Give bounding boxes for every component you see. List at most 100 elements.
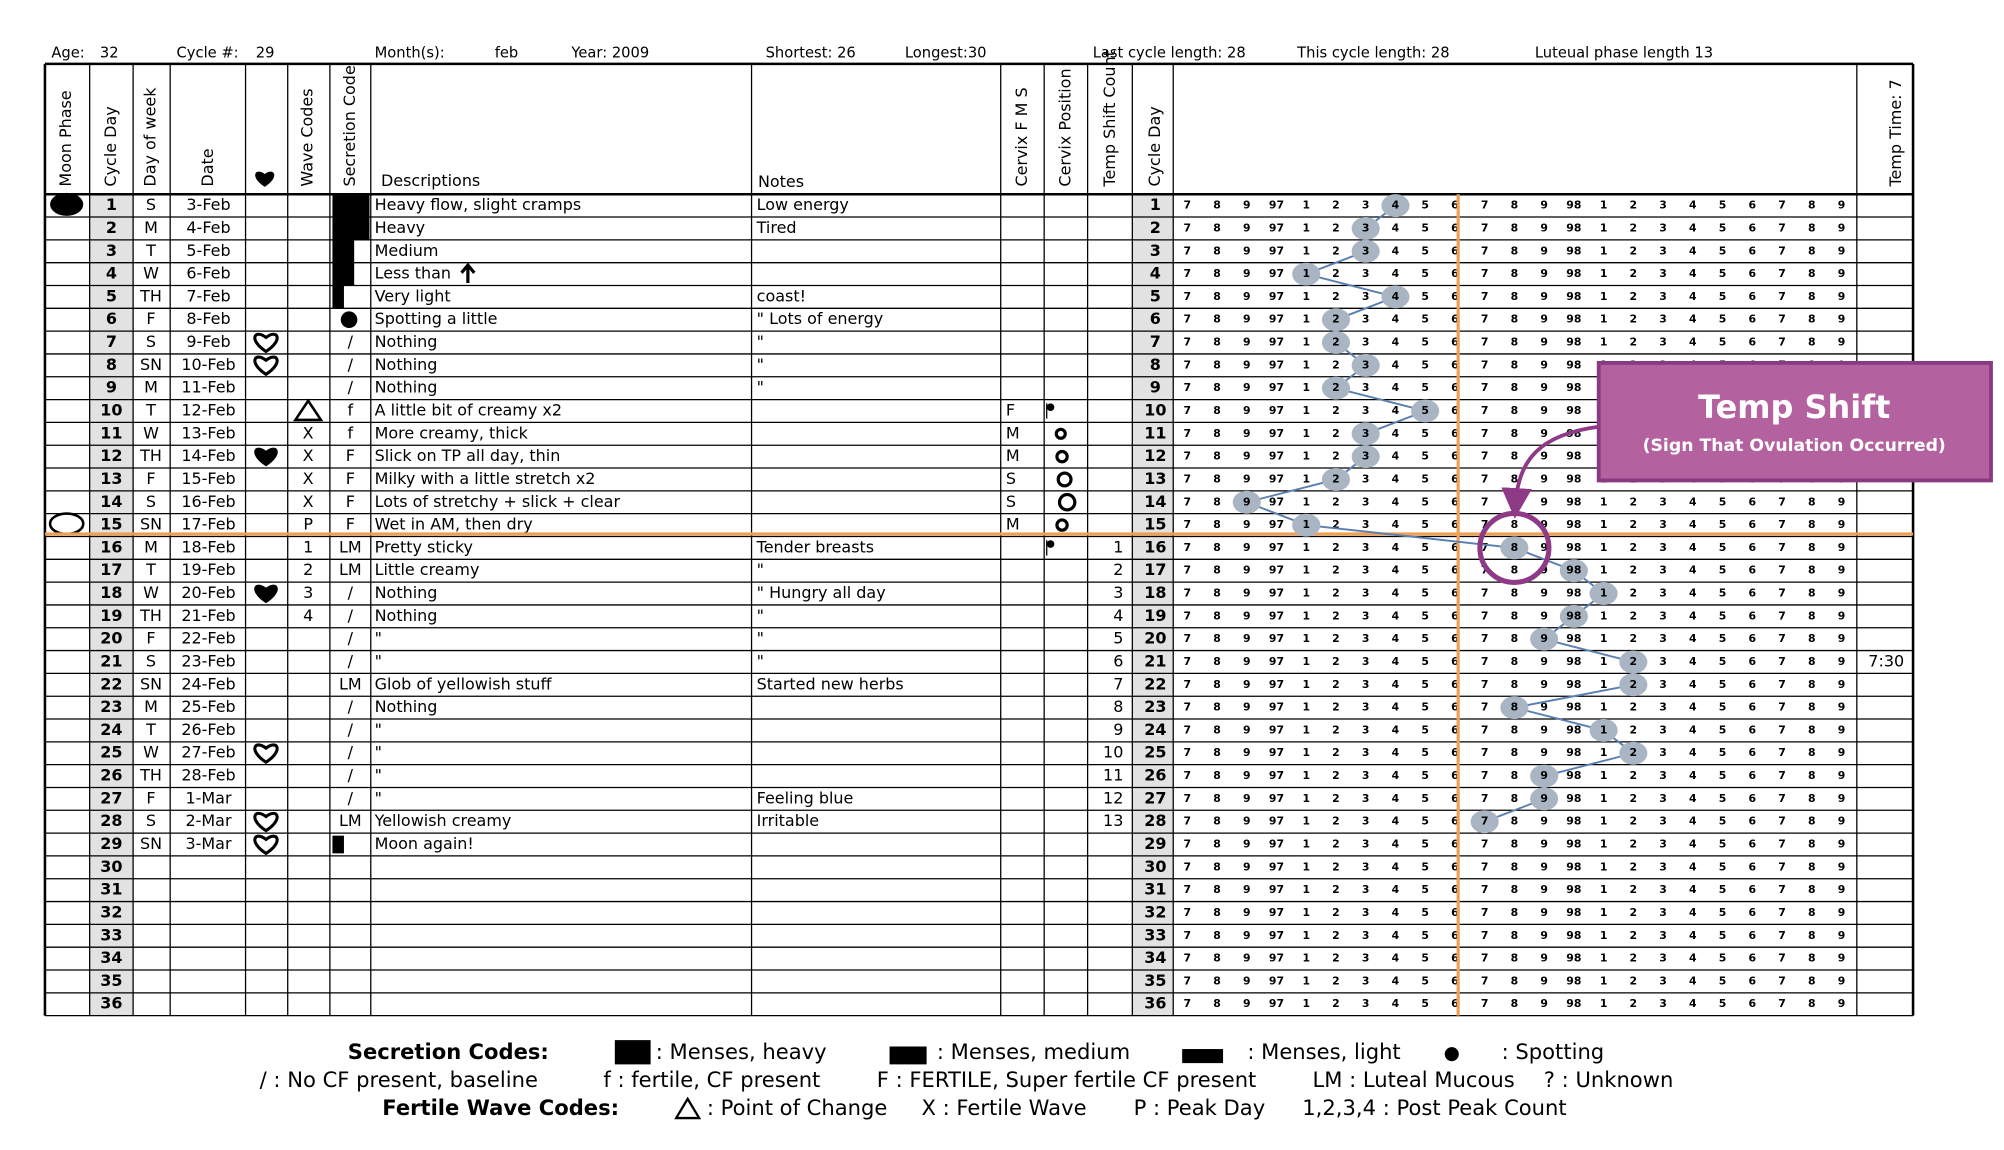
date: 17-Feb xyxy=(181,515,235,534)
temp-digit: 8 xyxy=(1213,838,1221,851)
temp-digit: 5 xyxy=(1719,723,1727,736)
cycle-day: 4 xyxy=(106,264,117,283)
temp-digit: 97 xyxy=(1269,404,1284,417)
temp-digit: 7 xyxy=(1778,313,1786,326)
temp-point-label: 4 xyxy=(1392,290,1400,303)
heart-icon xyxy=(253,743,279,765)
secretion-code: / xyxy=(348,766,354,785)
column-header: Date xyxy=(198,148,217,186)
header-item: Age: xyxy=(51,45,84,62)
temp-digit: 1 xyxy=(1302,290,1310,303)
shift-highlight xyxy=(1477,510,1552,585)
temp-point-label: 8 xyxy=(1511,701,1519,714)
temp-digit: 5 xyxy=(1719,564,1727,577)
legend-item: X : Fertile Wave xyxy=(922,1095,1087,1120)
temp-digit: 2 xyxy=(1332,564,1340,577)
column-header: Secretion Code xyxy=(340,65,359,186)
day-of-week: M xyxy=(144,218,158,237)
heart-icon xyxy=(253,332,279,354)
secretion-code: / xyxy=(348,788,354,807)
temp-digit: 9 xyxy=(1243,358,1251,371)
secretion-code: LM xyxy=(339,811,362,830)
temp-digit: 7 xyxy=(1183,267,1191,280)
temp-digit: 2 xyxy=(1332,450,1340,463)
shift-count: 13 xyxy=(1103,811,1123,830)
temp-digit: 8 xyxy=(1213,336,1221,349)
temp-digit: 5 xyxy=(1421,427,1429,440)
temp-digit: 2 xyxy=(1332,746,1340,759)
temp-digit: 8 xyxy=(1213,244,1221,257)
temp-digit: 5 xyxy=(1719,518,1727,531)
description: " xyxy=(375,743,382,762)
temp-digit: 4 xyxy=(1689,974,1697,987)
temp-digit: 9 xyxy=(1540,336,1548,349)
temp-digit: 3 xyxy=(1362,860,1370,873)
temp-digit: 5 xyxy=(1421,336,1429,349)
moon-full xyxy=(50,192,84,216)
temp-point-label: 3 xyxy=(1362,427,1370,440)
temp-digit: 6 xyxy=(1451,701,1459,714)
temp-digit: 98 xyxy=(1566,655,1581,668)
secretion-code: LM xyxy=(339,674,362,693)
secretion-code: / xyxy=(348,583,354,602)
temp-point-label: 1 xyxy=(1302,518,1310,531)
temp-digit: 98 xyxy=(1566,404,1581,417)
temp-digit: 7 xyxy=(1481,336,1489,349)
temp-digit: 2 xyxy=(1332,883,1340,896)
temp-digit: 4 xyxy=(1392,495,1400,508)
temp-digit: 1 xyxy=(1600,609,1608,622)
day-of-week: T xyxy=(145,400,156,419)
temp-digit: 2 xyxy=(1630,952,1638,965)
temp-digit: 97 xyxy=(1269,701,1284,714)
temp-digit: 2 xyxy=(1332,769,1340,782)
temp-digit: 9 xyxy=(1540,974,1548,987)
temp-digit: 9 xyxy=(1540,290,1548,303)
temp-digit: 5 xyxy=(1421,678,1429,691)
temp-digit: 8 xyxy=(1213,221,1221,234)
temp-point xyxy=(1619,741,1648,765)
temp-digit: 5 xyxy=(1719,290,1727,303)
temp-digit: 7 xyxy=(1778,564,1786,577)
date: 15-Feb xyxy=(181,469,235,488)
temp-digit: 1 xyxy=(1302,723,1310,736)
wave-code: X xyxy=(303,492,314,511)
column-header: Moon Phase xyxy=(56,90,75,186)
temp-digit: 8 xyxy=(1808,313,1816,326)
temp-digit: 3 xyxy=(1362,678,1370,691)
temp-digit: 7 xyxy=(1183,952,1191,965)
temp-digit: 5 xyxy=(1421,974,1429,987)
temp-digit: 4 xyxy=(1689,313,1697,326)
temp-digit: 2 xyxy=(1630,313,1638,326)
temp-digit: 97 xyxy=(1269,906,1284,919)
description: Little creamy xyxy=(375,560,480,579)
temp-digit: 2 xyxy=(1630,267,1638,280)
temp-digit: 97 xyxy=(1269,838,1284,851)
temp-digit: 7 xyxy=(1778,541,1786,554)
cycle-day: 21 xyxy=(100,651,122,670)
wave-code: 3 xyxy=(303,583,313,602)
temp-digit: 3 xyxy=(1659,244,1667,257)
temp-digit: 7 xyxy=(1778,746,1786,759)
description: Spotting a little xyxy=(375,309,498,328)
secretion-code: / xyxy=(348,355,354,374)
temp-digit: 6 xyxy=(1451,792,1459,805)
legend-item: / : No CF present, baseline xyxy=(260,1067,538,1092)
column-header: Cycle Day xyxy=(1145,106,1164,186)
temp-digit: 7 xyxy=(1183,974,1191,987)
temp-digit: 7 xyxy=(1778,838,1786,851)
temp-digit: 97 xyxy=(1269,609,1284,622)
temp-digit: 6 xyxy=(1749,883,1757,896)
temp-digit: 9 xyxy=(1243,769,1251,782)
temp-digit: 8 xyxy=(1808,336,1816,349)
temp-digit: 5 xyxy=(1719,267,1727,280)
temp-digit: 2 xyxy=(1332,792,1340,805)
temp-point xyxy=(1381,285,1410,309)
temp-digit: 5 xyxy=(1719,541,1727,554)
heart-icon xyxy=(254,447,278,467)
description: " xyxy=(375,766,382,785)
temp-digit: 9 xyxy=(1243,609,1251,622)
temp-digit: 97 xyxy=(1269,541,1284,554)
temp-digit: 97 xyxy=(1269,974,1284,987)
temp-digit: 1 xyxy=(1302,495,1310,508)
day-of-week: M xyxy=(144,378,158,397)
